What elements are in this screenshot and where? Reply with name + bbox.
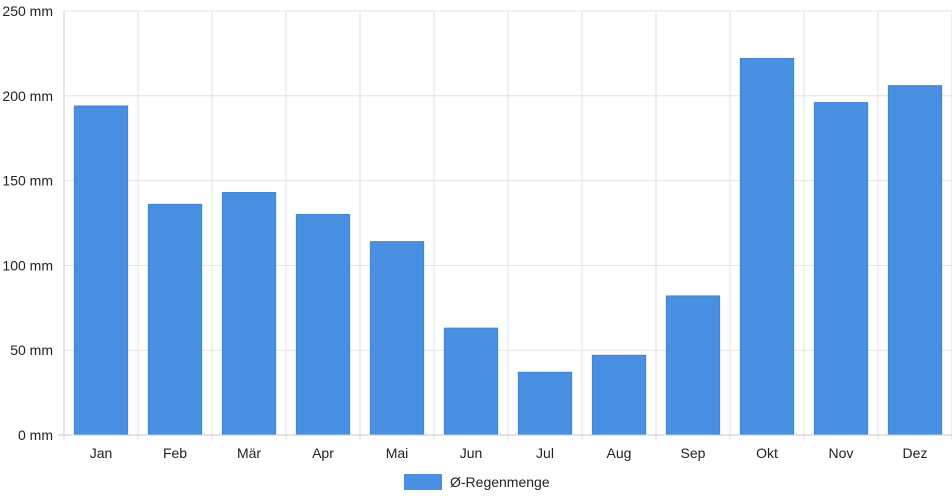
bar-dez[interactable] — [887, 85, 943, 436]
x-tick-label: Sep — [681, 445, 706, 461]
legend-label: Ø-Regenmenge — [450, 474, 550, 490]
y-tick-label: 50 mm — [10, 342, 53, 358]
legend-swatch — [404, 474, 442, 490]
bar-jul[interactable] — [517, 371, 573, 436]
y-tick-label: 0 mm — [18, 427, 53, 443]
x-tick-label: Jul — [536, 445, 554, 461]
bar-sep[interactable] — [665, 295, 721, 436]
y-tick-label: 200 mm — [2, 88, 53, 104]
x-tick-label: Mär — [237, 445, 261, 461]
bar-aug[interactable] — [591, 354, 647, 436]
x-tick-label: Okt — [756, 445, 778, 461]
x-tick-label: Jun — [460, 445, 483, 461]
x-tick-label: Mai — [386, 445, 409, 461]
x-tick-label: Dez — [903, 445, 928, 461]
x-tick-label: Jan — [90, 445, 113, 461]
bar-nov[interactable] — [813, 102, 869, 436]
legend[interactable]: Ø-Regenmenge — [404, 474, 550, 490]
bar-jan[interactable] — [73, 105, 129, 436]
bar-okt[interactable] — [739, 57, 795, 436]
y-tick-label: 100 mm — [2, 257, 53, 273]
bar-apr[interactable] — [295, 214, 351, 436]
x-tick-label: Feb — [163, 445, 187, 461]
x-axis-labels: Jan Feb Mär Apr Mai Jun Jul Aug Sep Okt Nov Dez — [90, 445, 928, 461]
x-tick-label: Nov — [829, 445, 854, 461]
bar-jun[interactable] — [443, 327, 499, 436]
y-tick-label: 150 mm — [2, 173, 53, 189]
grid-lines — [63, 10, 952, 441]
y-axis-labels: 0 mm 50 mm 100 mm 150 mm 200 mm 250 mm — [2, 3, 53, 443]
y-tick-label: 250 mm — [2, 3, 53, 19]
bars — [73, 57, 943, 436]
x-tick-label: Aug — [607, 445, 632, 461]
x-tick-label: Apr — [312, 445, 334, 461]
bar-mai[interactable] — [369, 241, 425, 436]
axes — [58, 11, 952, 436]
bar-feb[interactable] — [147, 203, 203, 436]
bar-mär[interactable] — [221, 191, 277, 436]
